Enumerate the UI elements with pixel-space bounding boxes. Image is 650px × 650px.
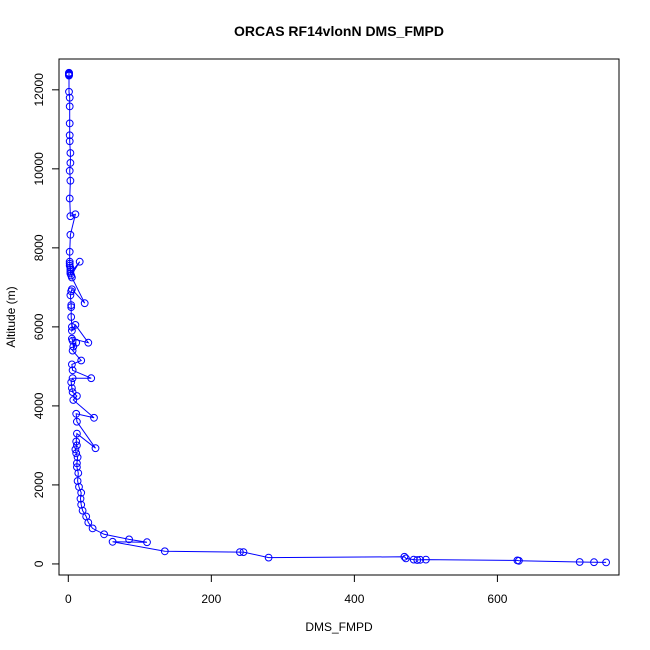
- x-tick-label: 0: [65, 592, 72, 606]
- data-point: [67, 313, 76, 321]
- data-point: [125, 535, 134, 544]
- data-point: [68, 388, 77, 397]
- data-point: [160, 547, 169, 556]
- data-point: [65, 166, 74, 175]
- y-axis-label: Altitude (m): [4, 286, 18, 347]
- data-point: [66, 291, 75, 300]
- data-point: [66, 159, 75, 167]
- data-point: [67, 301, 76, 310]
- data-point: [73, 441, 81, 450]
- data-point: [77, 488, 86, 497]
- data-point: [65, 119, 74, 128]
- data-point: [108, 537, 117, 546]
- y-tick-label: 2000: [32, 471, 46, 498]
- data-point: [65, 71, 73, 80]
- data-point: [65, 137, 74, 146]
- data-point: [65, 194, 74, 203]
- data-point: [65, 87, 73, 96]
- data-point: [422, 555, 430, 564]
- y-tick-label: 4000: [32, 392, 46, 419]
- data-point: [76, 494, 85, 503]
- x-axis-label: DMS_FMPD: [305, 620, 373, 634]
- data-point: [602, 558, 610, 567]
- series-line: [68, 72, 607, 563]
- data-point: [66, 265, 75, 274]
- y-tick-label: 8000: [32, 234, 46, 261]
- data-point: [65, 93, 74, 102]
- data-point: [65, 131, 74, 140]
- data-point: [400, 552, 409, 561]
- data-point: [68, 374, 77, 383]
- data-point: [84, 338, 93, 347]
- data-point: [88, 524, 97, 533]
- data-point: [67, 378, 76, 387]
- data-point: [71, 445, 80, 454]
- data-point: [72, 338, 81, 347]
- data-point: [66, 176, 75, 185]
- data-point: [65, 247, 74, 256]
- data-point: [91, 444, 100, 453]
- data-point: [66, 263, 75, 272]
- x-tick-label: 400: [344, 592, 364, 606]
- data-point: [72, 449, 81, 458]
- data-point: [100, 530, 108, 539]
- data-point: [264, 553, 273, 562]
- data-point: [65, 102, 74, 111]
- data-point: [68, 326, 76, 335]
- data-point: [416, 555, 425, 564]
- y-tick-label: 0: [32, 560, 46, 567]
- data-point: [71, 321, 80, 329]
- x-axis: 0 200 400 600: [65, 574, 508, 606]
- chart-title: ORCAS RF14vlonN DMS_FMPD: [234, 23, 444, 39]
- data-point: [236, 548, 244, 556]
- data-point: [77, 500, 86, 509]
- data-point: [73, 453, 82, 462]
- data-point: [413, 556, 422, 564]
- series-layer: [65, 68, 610, 567]
- data-point: [90, 413, 98, 422]
- data-point: [68, 366, 77, 375]
- x-tick-label: 600: [487, 592, 507, 606]
- data-point: [575, 558, 584, 566]
- data-point: [68, 384, 76, 393]
- data-point: [402, 554, 410, 563]
- data-point: [66, 149, 75, 157]
- y-tick-label: 6000: [32, 313, 46, 340]
- x-tick-label: 200: [201, 592, 221, 606]
- data-point: [73, 459, 81, 468]
- data-point: [78, 506, 87, 515]
- data-point: [68, 346, 77, 355]
- data-point: [84, 518, 93, 527]
- data-point: [66, 230, 75, 239]
- data-point: [143, 538, 151, 547]
- data-point: [590, 558, 598, 567]
- data-point: [515, 556, 523, 565]
- data-point: [65, 257, 74, 266]
- y-tick-label: 10000: [32, 152, 46, 186]
- data-point: [68, 273, 76, 282]
- y-axis: 0 2000 4000 6000 8000 10000 12000: [32, 73, 60, 567]
- data-point: [71, 210, 80, 219]
- data-point: [72, 437, 81, 446]
- data-point: [87, 374, 96, 383]
- data-point: [73, 463, 81, 472]
- data-point: [77, 356, 86, 365]
- data-point: [68, 360, 76, 369]
- y-tick-label: 12000: [32, 73, 46, 107]
- data-point: [73, 429, 81, 438]
- data-point: [73, 417, 81, 426]
- data-point: [67, 303, 76, 312]
- data-point: [73, 477, 82, 485]
- data-point: [67, 287, 76, 296]
- data-point: [239, 548, 248, 556]
- data-point: [80, 299, 89, 308]
- data-point: [72, 409, 81, 418]
- plot-frame: [58, 58, 620, 576]
- data-point: [75, 257, 84, 266]
- data-point: [66, 212, 75, 221]
- data-point: [69, 396, 78, 404]
- data-point: [74, 469, 83, 478]
